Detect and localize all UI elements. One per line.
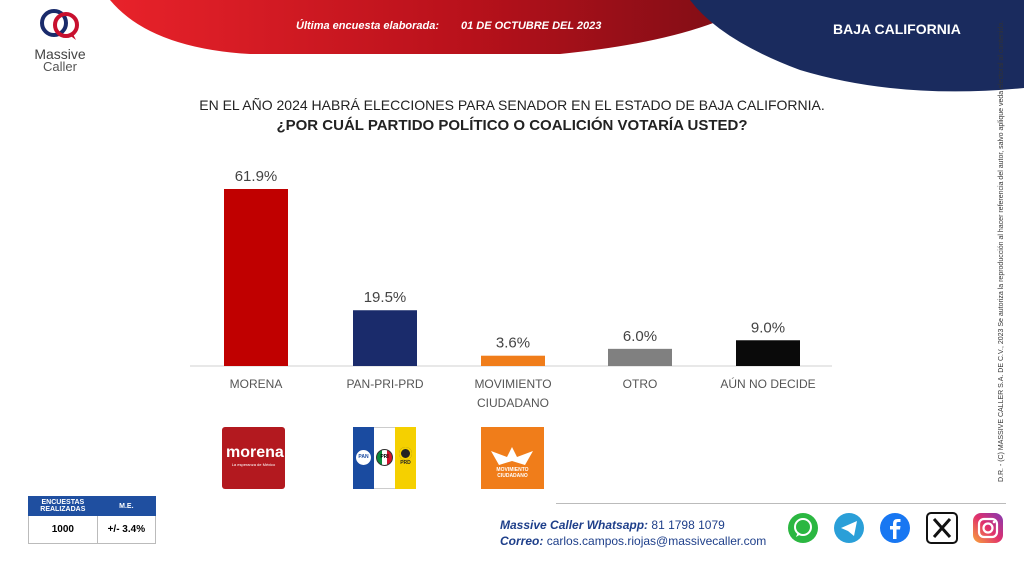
instagram-icon[interactable] [972, 512, 1004, 544]
bar-chart: 61.9% MORENA 19.5% PAN-PRI-PRD 3.6% MOVIMIENT… [190, 168, 832, 410]
survey-date-label: Última encuesta elaborada: [296, 20, 440, 32]
contact-info: Massive Caller Whatsapp: 81 1798 1079 Co… [500, 518, 766, 550]
stats-header-me: M.E. [96, 496, 157, 516]
pan-pri-prd-logo: PAN PRI PRD [353, 427, 416, 489]
bar-0 [224, 189, 288, 366]
category-label-3: OTRO [623, 377, 658, 391]
facebook-icon[interactable] [879, 512, 911, 544]
morena-logo-name: morena [226, 444, 284, 461]
morena-logo-tagline: La esperanza de México [231, 462, 276, 467]
telegram-icon[interactable] [833, 512, 865, 544]
stats-me-value: +/- 3.4% [96, 515, 157, 544]
prd-emblem: PRD [397, 447, 414, 469]
email-label: Correo: [500, 534, 544, 548]
question-line2: ¿POR CUÁL PARTIDO POLÍTICO O COALICIÓN V… [276, 117, 748, 134]
x-icon[interactable] [926, 512, 958, 544]
data-label-2: 3.6% [496, 335, 530, 352]
data-label-3: 6.0% [623, 328, 657, 345]
prd-emblem-label: PRD [400, 460, 411, 466]
copyright-note: D.R. - (C) MASSIVE CALLER S.A. DE C.V., … [998, 20, 1010, 482]
region-title: BAJA CALIFORNIA [833, 21, 961, 37]
logo-icon [40, 9, 79, 40]
bar-3 [608, 348, 672, 366]
data-label-0: 61.9% [235, 168, 278, 185]
whatsapp-number[interactable]: 81 1798 1079 [651, 518, 725, 532]
category-label-0: MORENA [230, 377, 283, 391]
massive-caller-logo: Massive Caller [22, 8, 98, 73]
eagle-icon [491, 447, 533, 465]
stats-header-surveys: ENCUESTAS REALIZADAS [28, 496, 98, 516]
logo-text-line1: Massive [34, 46, 86, 62]
stats-header-surveys-line2: REALIZADAS [40, 506, 86, 513]
category-label-2-1: CIUDADANO [477, 396, 549, 410]
footer-divider [556, 503, 1006, 504]
mc-logo-line2: CIUDADANO [497, 473, 528, 479]
stats-header-surveys-line1: ENCUESTAS [41, 499, 85, 506]
bar-4 [736, 340, 800, 366]
whatsapp-icon[interactable] [787, 512, 819, 544]
bar-1 [353, 310, 417, 366]
logo-text-line2: Caller [43, 59, 77, 74]
stats-surveys-value: 1000 [28, 515, 98, 544]
category-label-2-0: MOVIMIENTO [474, 377, 551, 391]
mc-logo-line1: MOVIMIENTO [496, 467, 529, 473]
mc-logo-text: MOVIMIENTO CIUDADANO [481, 467, 544, 479]
data-label-4: 9.0% [751, 319, 785, 336]
pri-emblem: PRI [376, 449, 393, 466]
question-line1: EN EL AÑO 2024 HABRÁ ELECCIONES PARA SEN… [199, 97, 825, 113]
bar-2 [481, 355, 545, 366]
survey-stats-table: ENCUESTAS REALIZADAS M.E. 1000 +/- 3.4% [28, 496, 157, 544]
category-label-4: AÚN NO DECIDE [720, 376, 815, 391]
copyright-text: D.R. - (C) MASSIVE CALLER S.A. DE C.V., … [998, 20, 1005, 482]
movimiento-ciudadano-logo: MOVIMIENTO CIUDADANO [481, 427, 544, 489]
survey-date: 01 DE OCTUBRE DEL 2023 [461, 20, 602, 32]
data-label-1: 19.5% [364, 289, 407, 306]
whatsapp-label: Massive Caller Whatsapp: [500, 518, 649, 532]
morena-logo: morena La esperanza de México [222, 427, 285, 489]
pan-emblem: PAN [355, 449, 372, 466]
header-banner [110, 0, 1024, 92]
email-link[interactable]: carlos.campos.riojas@massivecaller.com [546, 534, 767, 548]
category-label-1: PAN-PRI-PRD [346, 377, 423, 391]
